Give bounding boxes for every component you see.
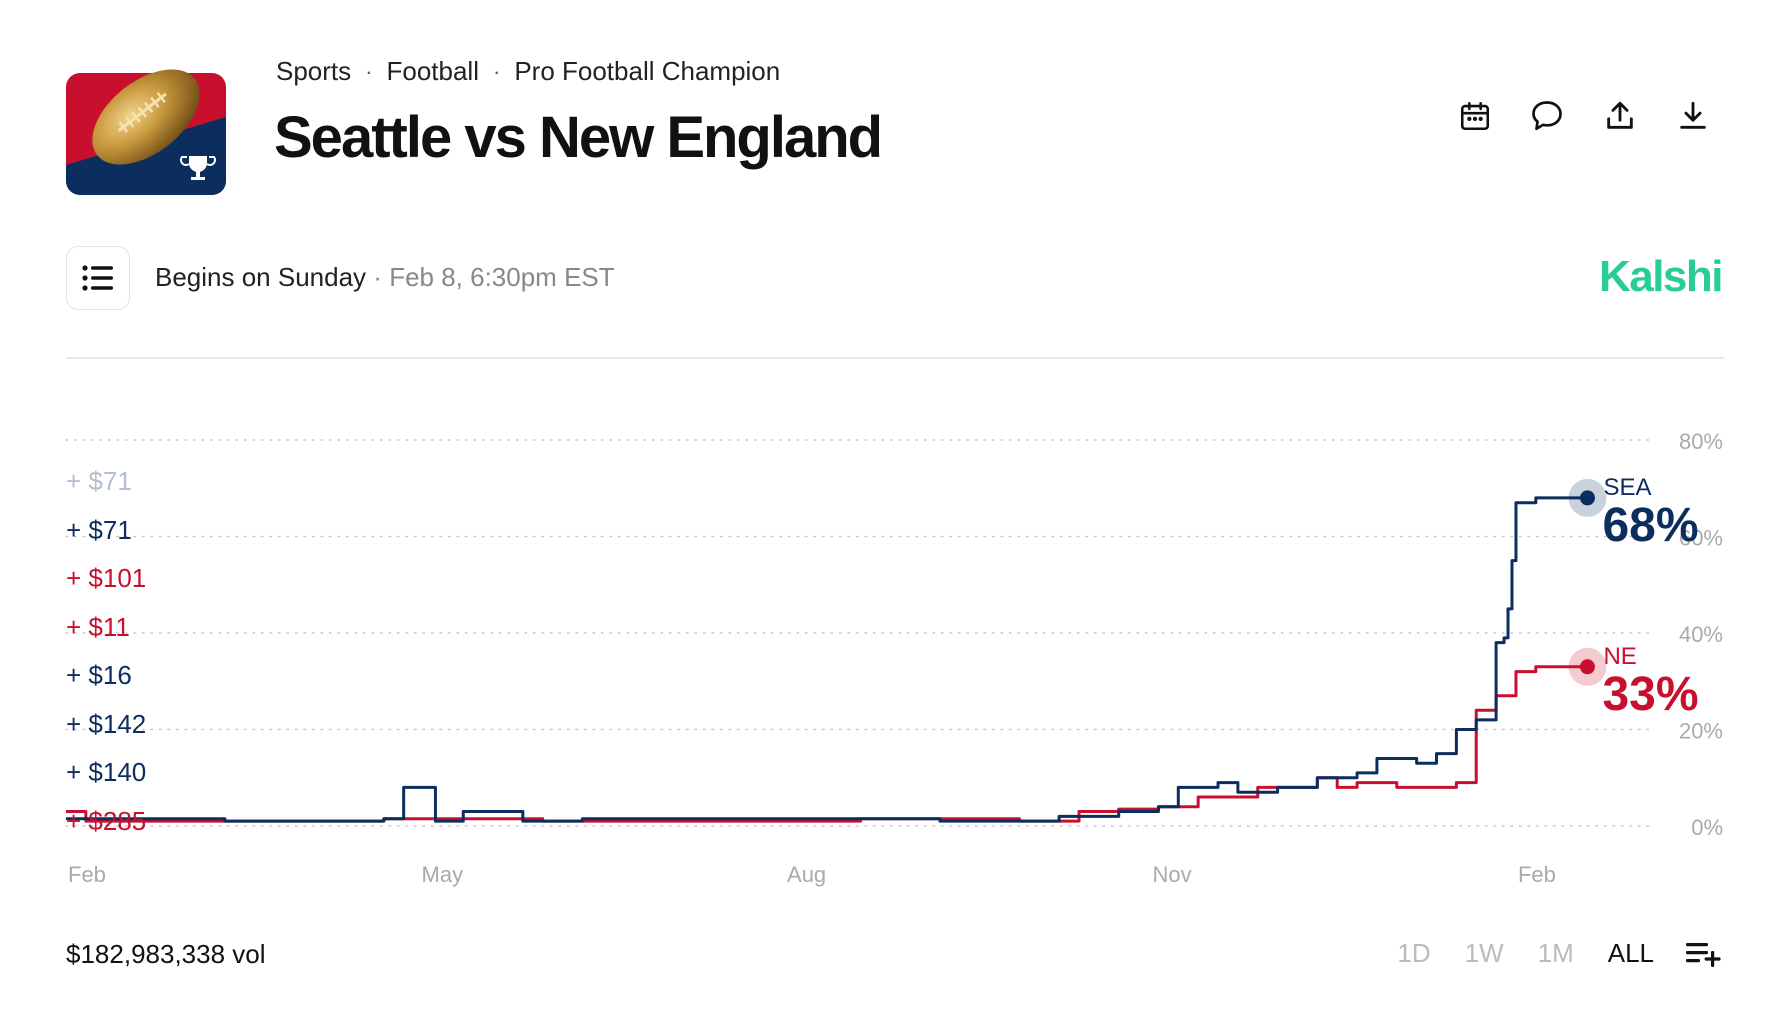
event-logo [66, 69, 226, 195]
kalshi-logo[interactable]: Kalshi [1598, 252, 1724, 301]
y-tick-label: 20% [1679, 719, 1723, 744]
trade-amount[interactable]: + $101 [66, 563, 147, 593]
playlist-add-icon [1686, 942, 1721, 967]
share-icon [1607, 101, 1633, 129]
event-datetime: Feb 8, 6:30pm EST [389, 262, 615, 292]
series-marker-sea [1579, 490, 1595, 506]
rules-button[interactable] [66, 246, 130, 310]
breadcrumb-pro-football-champion[interactable]: Pro Football Champion [514, 56, 781, 86]
x-tick-label: Aug [787, 862, 826, 887]
series-probability-label: 68% [1602, 499, 1698, 552]
breadcrumb-separator: · [492, 58, 501, 84]
page-title: Seattle vs New England [274, 105, 883, 170]
series-marker-ne [1579, 659, 1595, 675]
share-button[interactable] [1600, 96, 1640, 136]
trade-amount[interactable]: + $71 [66, 466, 132, 496]
calendar-icon [1460, 101, 1490, 131]
series-line-ne [66, 665, 1588, 823]
y-tick-label: 40% [1679, 622, 1723, 647]
range-1m[interactable]: 1M [1537, 938, 1574, 968]
schedule-text: Begins on Sunday · Feb 8, 6:30pm EST [155, 262, 615, 293]
series-name-label: NE [1603, 643, 1636, 670]
trade-amount[interactable]: + $11 [66, 611, 130, 642]
comment-button[interactable] [1527, 96, 1567, 136]
range-all[interactable]: ALL [1607, 938, 1654, 968]
comment-icon [1532, 101, 1562, 131]
x-tick-label: Feb [68, 862, 106, 887]
range-1d[interactable]: 1D [1397, 938, 1431, 968]
schedule-separator: · [373, 262, 382, 292]
download-button[interactable] [1673, 96, 1713, 136]
trade-amount[interactable]: + $140 [66, 757, 147, 787]
breadcrumb-football[interactable]: Football [386, 56, 479, 86]
add-to-watchlist-button[interactable] [1686, 939, 1722, 969]
trade-amount[interactable]: + $71 [66, 514, 132, 545]
volume: $182,983,338 vol [66, 939, 266, 969]
begins-label: Begins on Sunday [155, 262, 367, 292]
range-selector: 1D 1W 1M ALL [1363, 938, 1722, 969]
range-1w[interactable]: 1W [1464, 938, 1504, 968]
y-tick-label: 60% [1679, 526, 1723, 551]
y-tick-label: 80% [1679, 429, 1723, 454]
breadcrumb-sports[interactable]: Sports [276, 56, 352, 86]
x-tick-label: Feb [1518, 862, 1556, 887]
trophy-icon [180, 156, 216, 180]
trade-amount[interactable]: + $16 [66, 660, 132, 690]
series-name-label: SEA [1603, 474, 1651, 501]
x-tick-label: Nov [1152, 862, 1191, 887]
calendar-button[interactable] [1455, 96, 1495, 136]
trade-amount[interactable]: + $285 [66, 805, 147, 836]
divider [66, 357, 1724, 359]
trade-amount[interactable]: + $142 [66, 708, 147, 739]
series-line-sea [66, 496, 1588, 823]
download-icon [1680, 101, 1706, 129]
breadcrumb-separator: · [365, 58, 373, 84]
x-tick-label: May [422, 862, 464, 887]
breadcrumb: Sports · Football · Pro Football Champio… [276, 56, 780, 87]
y-tick-label: 0% [1691, 815, 1723, 840]
series-probability-label: 33% [1602, 668, 1698, 721]
list-icon [82, 265, 113, 291]
